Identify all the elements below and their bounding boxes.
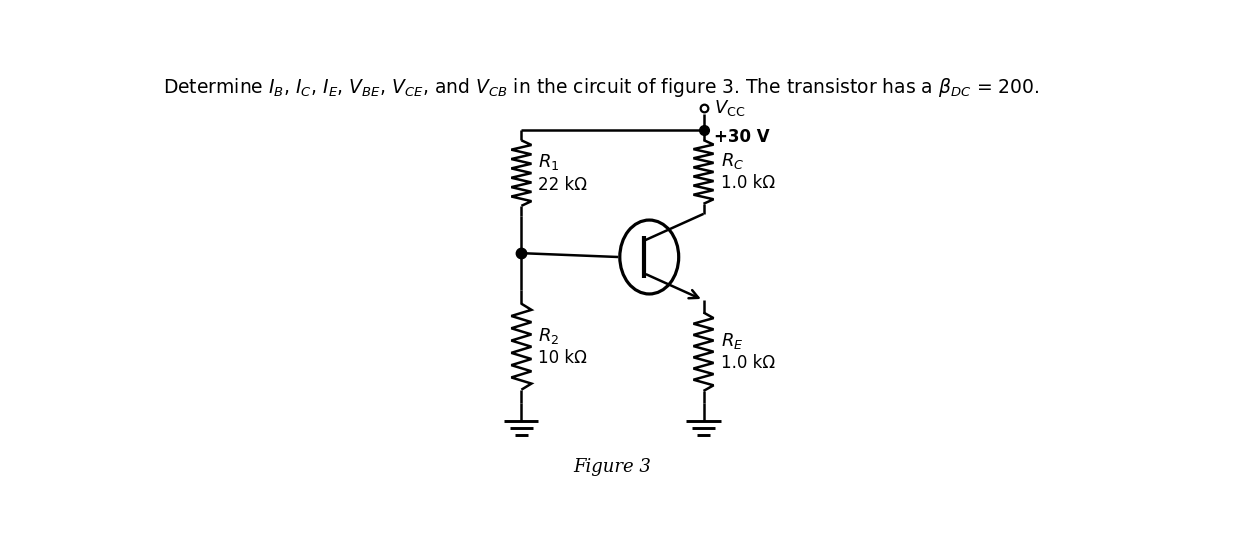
Text: 1.0 kΩ: 1.0 kΩ [720,175,774,193]
Text: 22 kΩ: 22 kΩ [538,176,587,194]
Text: $R_E$: $R_E$ [720,331,743,351]
Text: $V_{\rm CC}$: $V_{\rm CC}$ [714,98,745,119]
Text: 10 kΩ: 10 kΩ [538,349,587,367]
Text: Determine $I_B$, $I_C$, $I_E$, $V_{BE}$, $V_{CE}$, and $V_{CB}$ in the circuit o: Determine $I_B$, $I_C$, $I_E$, $V_{BE}$,… [163,76,1040,99]
Text: $R_2$: $R_2$ [538,326,559,346]
Text: 1.0 kΩ: 1.0 kΩ [720,354,774,372]
Text: $R_1$: $R_1$ [538,152,559,172]
Text: $R_C$: $R_C$ [720,151,744,171]
Text: Figure 3: Figure 3 [573,458,651,476]
Text: +30 V: +30 V [714,128,769,146]
